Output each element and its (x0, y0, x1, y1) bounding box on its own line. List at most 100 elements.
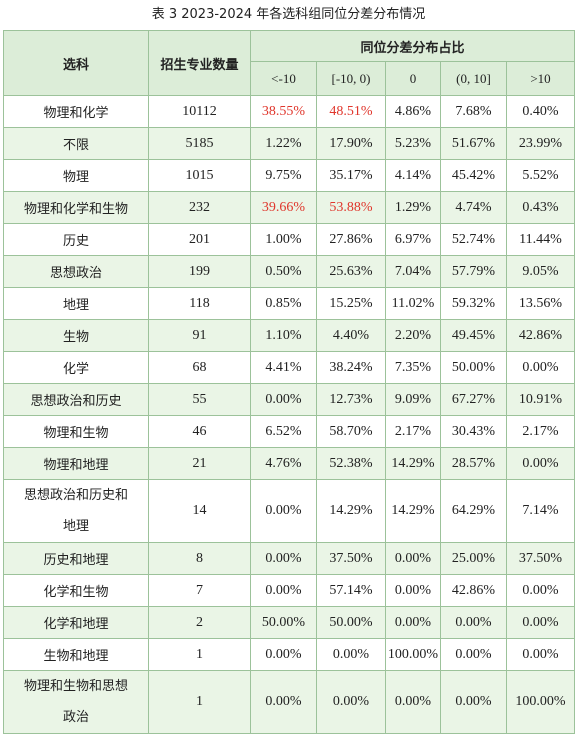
table-cell: 199 (148, 255, 251, 288)
table-cell: 4.76% (250, 447, 317, 480)
table-cell: 45.42% (440, 159, 507, 192)
header-cell: 同位分差分布占比 (249, 30, 576, 62)
table-cell: 4.74% (440, 191, 507, 224)
table-cell: 23.99% (505, 127, 576, 160)
table-cell: 7.14% (505, 479, 576, 543)
table-cell: 历史 (3, 223, 149, 256)
table-cell: 9.05% (505, 255, 576, 288)
table-cell: 思想政治和历史和 地理 (3, 479, 149, 543)
table-cell: 52.38% (316, 447, 386, 480)
table-cell: 0.00% (505, 447, 576, 480)
header-row: 选科 招生专业数量 同位分差分布占比 (3, 30, 576, 96)
table-cell: 53.88% (316, 191, 386, 224)
table-row: 生物 91 1.10% 4.40% 2.20% 49.45% 42.86% (3, 319, 576, 352)
table-cell: 7.68% (440, 95, 507, 128)
table-cell: 0.00% (505, 638, 576, 671)
header-cell: 选科 (3, 30, 149, 96)
cell-text: 38.55% (261, 103, 306, 119)
table-cell: 11.02% (385, 287, 441, 320)
cell-line: 物理和生物和思想 (23, 679, 128, 694)
table-cell: 1015 (148, 159, 251, 192)
table-cell: 38.24% (316, 351, 386, 384)
table-cell: 6.52% (250, 415, 317, 448)
table-row: 不限 5185 1.22% 17.90% 5.23% 51.67% 23.99% (3, 127, 576, 160)
table-cell: 17.90% (316, 127, 386, 160)
table-cell: 52.74% (440, 223, 507, 256)
table-cell: 15.25% (316, 287, 386, 320)
table-cell: 0.00% (505, 606, 576, 639)
table-cell: 118 (148, 287, 251, 320)
table-cell: 2.17% (385, 415, 441, 448)
table-cell: 100.00% (385, 638, 441, 671)
table-row: 化学和地理 2 50.00% 50.00% 0.00% 0.00% 0.00% (3, 606, 576, 639)
table-cell: 0.00% (385, 670, 441, 734)
table-row: 物理和化学和生物 232 39.66% 53.88% 1.29% 4.74% 0.43% (3, 191, 576, 224)
table-cell: 27.86% (316, 223, 386, 256)
table-cell: 13.56% (505, 287, 576, 320)
table-row: 物理和生物和思想 政治 1 0.00% 0.00% 0.00% 0.00% 100.00% (3, 670, 576, 734)
table-cell: 0.43% (505, 191, 576, 224)
table-cell: 7.04% (385, 255, 441, 288)
header-cell: 0 (385, 61, 441, 96)
table-cell: 50.00% (440, 351, 507, 384)
table-cell: 物理和生物 (3, 415, 149, 448)
table-cell: 生物 (3, 319, 149, 352)
cell-line: 政治 (62, 710, 89, 725)
table-cell: 11.44% (505, 223, 576, 256)
table-cell: 58.70% (316, 415, 386, 448)
table: 选科 招生专业数量 同位分差分布占比 <-10 [-10, 0) 0 (0, 10] >… (3, 30, 576, 734)
table-cell: 48.51% (316, 95, 386, 128)
table-cell: 14.29% (316, 479, 386, 543)
table-cell: 0.00% (250, 670, 317, 734)
table-cell: 1.22% (250, 127, 317, 160)
table-cell: 2.17% (505, 415, 576, 448)
table-cell: 1 (148, 638, 251, 671)
table-cell: 4.14% (385, 159, 441, 192)
table-cell: 59.32% (440, 287, 507, 320)
table-cell: 51.67% (440, 127, 507, 160)
table-row: 物理和化学 10112 38.55% 48.51% 4.86% 7.68% 0.40% (3, 95, 576, 128)
table-row: 化学 68 4.41% 38.24% 7.35% 50.00% 0.00% (3, 351, 576, 384)
table-cell: 0.00% (440, 606, 507, 639)
table-cell: 37.50% (316, 542, 386, 575)
table-cell: 28.57% (440, 447, 507, 480)
table-cell: 0.00% (505, 574, 576, 607)
table-row: 思想政治和历史 55 0.00% 12.73% 9.09% 67.27% 10.91% (3, 383, 576, 416)
header-row: <-10 [-10, 0) 0 (0, 10] >10 (4, 61, 576, 96)
table-cell: 2.20% (385, 319, 441, 352)
table-cell: 68 (148, 351, 251, 384)
table-cell: 42.86% (505, 319, 576, 352)
table-cell: 7.35% (385, 351, 441, 384)
cell-text: 39.66% (261, 199, 306, 215)
table-cell: 0.00% (505, 351, 576, 384)
table-cell: 化学和生物 (3, 574, 149, 607)
table-cell: 1.00% (250, 223, 317, 256)
table-cell: 50.00% (250, 606, 317, 639)
table-cell: 67.27% (440, 383, 507, 416)
table-row: 物理和生物 46 6.52% 58.70% 2.17% 30.43% 2.17% (3, 415, 576, 448)
table-cell: 14.29% (385, 447, 441, 480)
table-cell: 35.17% (316, 159, 386, 192)
table-cell: 14.29% (385, 479, 441, 543)
header-cell: [-10, 0) (316, 61, 386, 96)
table-cell: 生物和地理 (3, 638, 149, 671)
table-cell: 100.00% (505, 670, 576, 734)
table-cell: 7 (148, 574, 251, 607)
table-cell: 55 (148, 383, 251, 416)
table-cell: 不限 (3, 127, 149, 160)
table-body: 物理和化学 10112 38.55% 48.51% 4.86% 7.68% 0.40% 不限 5… (3, 95, 576, 734)
header-cell: 招生专业数量 (148, 30, 251, 96)
table-cell: 4.86% (385, 95, 441, 128)
table-cell: 0.00% (385, 542, 441, 575)
table-cell: 8 (148, 542, 251, 575)
table-cell: 0.00% (250, 383, 317, 416)
table-cell: 64.29% (440, 479, 507, 543)
table-cell: 0.85% (250, 287, 317, 320)
table-cell: 25.00% (440, 542, 507, 575)
table-cell: 1.29% (385, 191, 441, 224)
table-row: 物理和地理 21 4.76% 52.38% 14.29% 28.57% 0.00% (3, 447, 576, 480)
table-cell: 42.86% (440, 574, 507, 607)
table-cell: 57.79% (440, 255, 507, 288)
table-cell: 1 (148, 670, 251, 734)
